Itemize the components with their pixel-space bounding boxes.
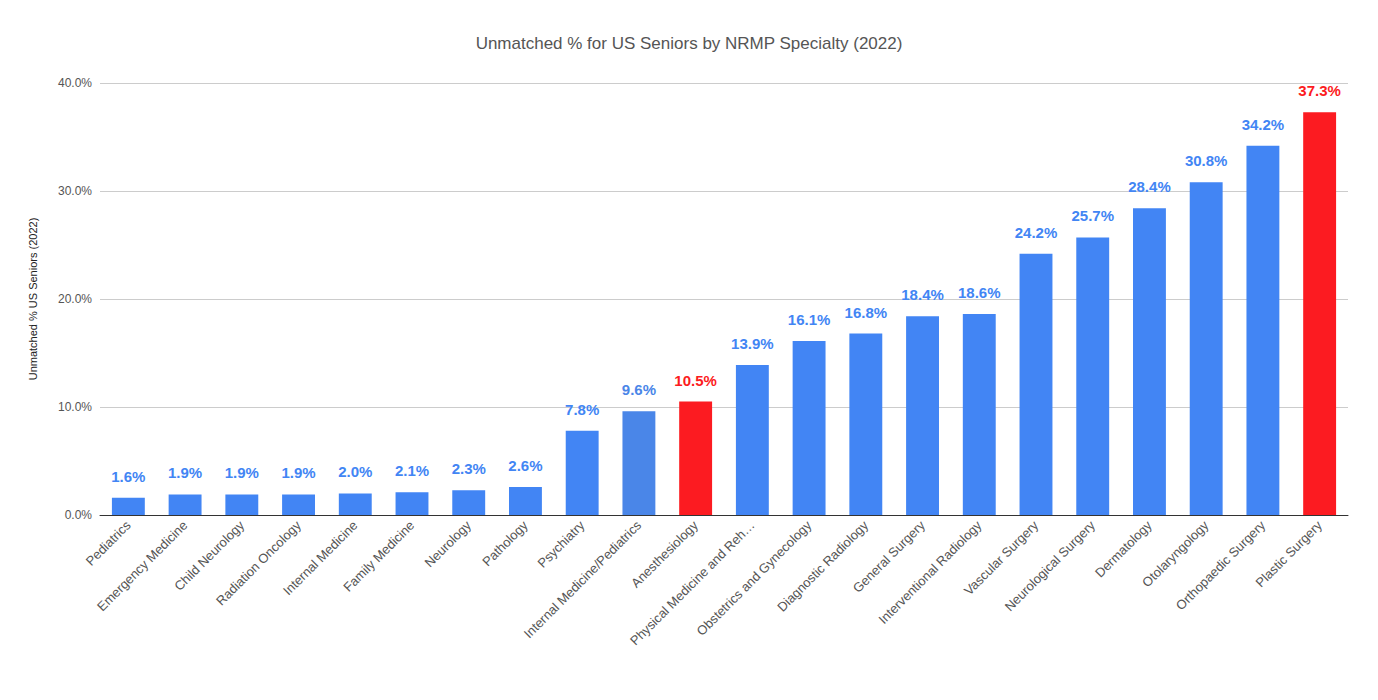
svg-text:9.6%: 9.6% (622, 381, 656, 398)
svg-text:Diagnostic Radiology: Diagnostic Radiology (774, 517, 871, 614)
svg-text:Neurology: Neurology (422, 517, 475, 570)
svg-text:1.9%: 1.9% (168, 464, 202, 481)
svg-text:0.0%: 0.0% (65, 508, 93, 522)
svg-text:25.7%: 25.7% (1071, 207, 1114, 224)
svg-text:General Surgery: General Surgery (849, 517, 928, 596)
svg-text:Psychiatry: Psychiatry (535, 517, 588, 570)
svg-text:Otolaryngology: Otolaryngology (1139, 517, 1212, 591)
svg-text:34.2%: 34.2% (1242, 116, 1285, 133)
svg-text:Internal Medicine: Internal Medicine (280, 517, 361, 599)
svg-text:Internal Medicine/Pediatrics: Internal Medicine/Pediatrics (521, 517, 645, 641)
svg-text:Neurological Surgery: Neurological Surgery (1002, 517, 1099, 614)
svg-text:24.2%: 24.2% (1015, 224, 1058, 241)
svg-text:7.8%: 7.8% (565, 401, 599, 418)
svg-text:10.5%: 10.5% (674, 372, 717, 389)
svg-text:Unmatched % for US Seniors by: Unmatched % for US Seniors by NRMP Speci… (476, 34, 903, 53)
svg-text:Obstetrics and Gynecology: Obstetrics and Gynecology (694, 517, 815, 638)
svg-text:18.6%: 18.6% (958, 284, 1001, 301)
svg-text:18.4%: 18.4% (901, 286, 944, 303)
svg-text:2.0%: 2.0% (338, 463, 372, 480)
svg-text:Family Medicine: Family Medicine (340, 518, 417, 595)
svg-text:Dermatology: Dermatology (1092, 517, 1155, 580)
svg-text:Emergency Medicine: Emergency Medicine (94, 518, 190, 614)
svg-text:Physical Medicine and Reh…: Physical Medicine and Reh… (627, 517, 758, 649)
svg-text:1.9%: 1.9% (281, 464, 315, 481)
svg-text:Anesthesiology: Anesthesiology (628, 517, 701, 591)
svg-text:1.6%: 1.6% (111, 468, 145, 485)
svg-text:16.1%: 16.1% (788, 311, 831, 328)
svg-text:20.0%: 20.0% (58, 292, 92, 306)
svg-text:Interventional Radiology: Interventional Radiology (875, 517, 984, 626)
svg-text:2.3%: 2.3% (452, 460, 486, 477)
svg-text:Child Neurology: Child Neurology (171, 517, 248, 594)
svg-text:Radiation Oncology: Radiation Oncology (213, 517, 304, 609)
svg-text:30.8%: 30.8% (1185, 152, 1228, 169)
svg-text:13.9%: 13.9% (731, 335, 774, 352)
svg-text:Pediatrics: Pediatrics (83, 517, 134, 568)
svg-text:16.8%: 16.8% (845, 304, 888, 321)
svg-text:Plastic Surgery: Plastic Surgery (1253, 517, 1326, 590)
svg-text:Pathology: Pathology (479, 517, 531, 569)
svg-text:40.0%: 40.0% (58, 76, 92, 90)
svg-text:Unmatched % US Seniors (2022): Unmatched % US Seniors (2022) (27, 218, 39, 381)
svg-text:10.0%: 10.0% (58, 400, 92, 414)
svg-text:28.4%: 28.4% (1128, 178, 1171, 195)
svg-text:Vascular Surgery: Vascular Surgery (960, 517, 1042, 599)
svg-text:2.6%: 2.6% (508, 457, 542, 474)
svg-text:37.3%: 37.3% (1298, 82, 1341, 99)
svg-text:1.9%: 1.9% (225, 464, 259, 481)
svg-text:2.1%: 2.1% (395, 462, 429, 479)
svg-text:Orthopaedic Surgery: Orthopaedic Surgery (1173, 517, 1269, 613)
svg-text:30.0%: 30.0% (58, 184, 92, 198)
